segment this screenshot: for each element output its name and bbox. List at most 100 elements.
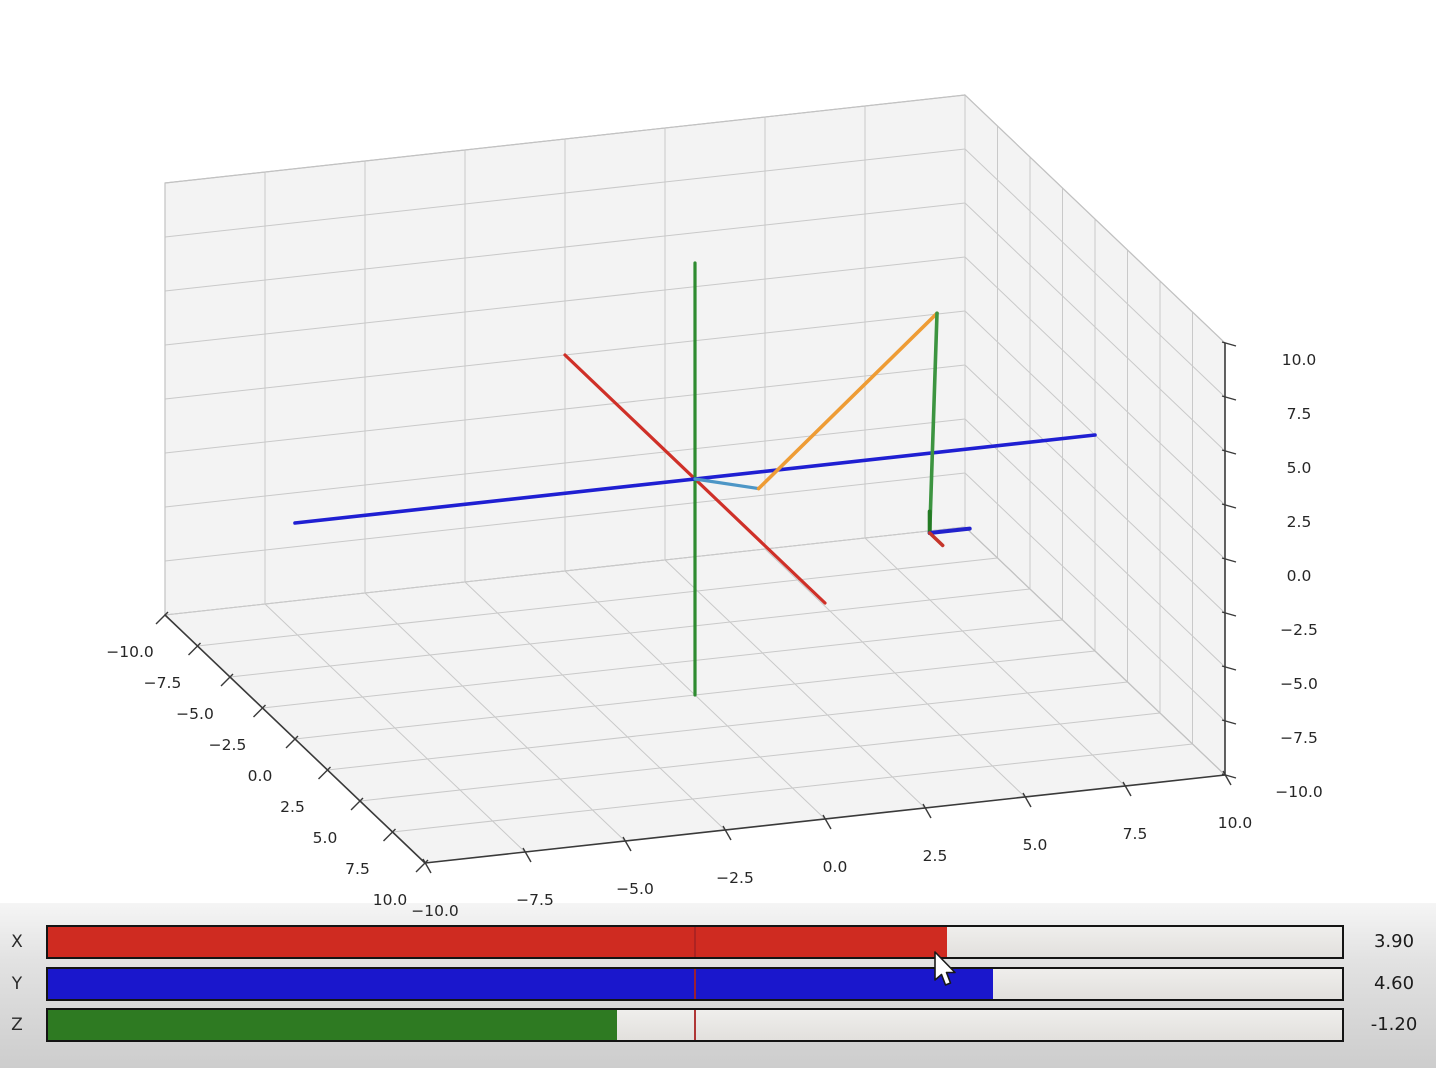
- y-tick-label: −2.5: [716, 869, 754, 887]
- x-tick-label: 7.5: [345, 860, 370, 878]
- x-tick-label: −10.0: [106, 643, 154, 661]
- z-tick-label: 10.0: [1282, 351, 1317, 369]
- grid-line: [197, 557, 998, 647]
- z-tick: [1221, 611, 1237, 617]
- x-tick: [415, 859, 429, 873]
- y-slider-init-marker: [694, 969, 696, 999]
- grid-line: [964, 148, 1226, 398]
- box-edge: [964, 526, 1226, 776]
- z-tick-label: −10.0: [1275, 783, 1323, 801]
- grid-line: [964, 472, 1226, 722]
- z-tick-label: −7.5: [1280, 729, 1318, 747]
- x-tick: [350, 797, 364, 811]
- x-slider-track[interactable]: [46, 925, 1344, 959]
- y-tick-label: 5.0: [1023, 836, 1048, 854]
- y-tick-label: −5.0: [616, 880, 654, 898]
- z-tick-label: 7.5: [1287, 405, 1312, 423]
- grid-line: [327, 681, 1128, 771]
- grid-line: [164, 364, 966, 454]
- grid-line: [464, 581, 726, 831]
- grid-line: [264, 603, 526, 853]
- y-slider-track[interactable]: [46, 967, 1344, 1001]
- grid-line: [262, 619, 1063, 709]
- pane-floor: [163, 526, 1227, 864]
- z-tick: [1221, 557, 1237, 563]
- x-tick: [220, 673, 234, 687]
- x-tick: [253, 704, 266, 718]
- pane-right: [964, 93, 1226, 777]
- y-tick: [1222, 770, 1232, 786]
- y-tick-label: 0.0: [823, 858, 848, 876]
- z-tick: [1221, 395, 1237, 401]
- grid-line: [359, 712, 1161, 802]
- grid-line: [294, 650, 1096, 740]
- grid-line: [964, 364, 1226, 614]
- x-tick: [318, 766, 331, 780]
- grid-line: [164, 526, 966, 616]
- x-tick-label: 0.0: [248, 767, 273, 785]
- grid-line: [364, 592, 626, 842]
- grid-line: [964, 256, 1226, 506]
- z-tick-label: 5.0: [1287, 459, 1312, 477]
- grid-line: [664, 559, 926, 809]
- grid-line: [164, 526, 966, 616]
- grid-line: [964, 526, 1226, 776]
- y-tick-label: 2.5: [923, 847, 948, 865]
- x-slider-fill: [48, 927, 948, 957]
- world-y-axis: [293, 433, 1097, 525]
- z-slider-label: Z: [11, 1015, 23, 1035]
- x-slider-row: X 3.90: [0, 925, 1436, 959]
- x-slider-label: X: [11, 932, 23, 952]
- grid-line: [964, 526, 1226, 776]
- y-tick: [822, 814, 832, 830]
- y-tick: [422, 858, 432, 874]
- y-tick: [1122, 781, 1132, 797]
- z-tick: [1221, 449, 1237, 455]
- x-axis-spine: [164, 614, 426, 864]
- y-tick: [922, 803, 932, 819]
- z-tick: [1221, 773, 1237, 779]
- y-tick-label: 7.5: [1123, 825, 1148, 843]
- box-edge: [964, 94, 1226, 344]
- x-tick: [285, 735, 299, 749]
- grid-line: [964, 94, 1226, 344]
- grid-line: [164, 94, 966, 184]
- z-tick: [1221, 503, 1237, 509]
- grid-line: [164, 148, 966, 238]
- grid-line: [964, 418, 1226, 668]
- world-x-axis: [563, 353, 827, 605]
- y-slider-row: Y 4.60: [0, 967, 1436, 1001]
- arm-link-2: [756, 311, 939, 491]
- y-tick: [622, 836, 632, 852]
- y-tick: [522, 847, 532, 863]
- grid-line: [229, 588, 1031, 678]
- x-tick: [188, 642, 201, 656]
- grid-line: [964, 202, 1226, 452]
- grid-line: [964, 310, 1226, 560]
- x-tick-label: −5.0: [176, 705, 214, 723]
- z-slider-row: Z -1.20: [0, 1008, 1436, 1042]
- z-tick-label: −2.5: [1280, 621, 1318, 639]
- z-tick-label: 0.0: [1287, 567, 1312, 585]
- grid-line: [864, 537, 1126, 787]
- x-tick: [383, 828, 396, 842]
- y-slider-fill: [48, 969, 993, 999]
- grid-line: [164, 310, 966, 400]
- z-slider-value: -1.20: [1370, 1014, 1418, 1035]
- z-tick: [1221, 665, 1237, 671]
- z-tick-label: −5.0: [1280, 675, 1318, 693]
- target-y-axis: [927, 526, 972, 536]
- x-tick: [155, 611, 169, 625]
- z-slider-fill: [48, 1010, 618, 1040]
- y-tick-label: 10.0: [1218, 814, 1253, 832]
- grid-line: [164, 202, 966, 292]
- x-slider-value: 3.90: [1373, 931, 1415, 952]
- x-tick-label: −2.5: [209, 736, 247, 754]
- arm-link-3: [927, 311, 939, 535]
- pane-back: [164, 94, 966, 616]
- grid-line: [392, 743, 1193, 833]
- box-edge: [164, 94, 966, 184]
- arm-link-1: [693, 477, 761, 491]
- z-slider-track[interactable]: [46, 1008, 1344, 1042]
